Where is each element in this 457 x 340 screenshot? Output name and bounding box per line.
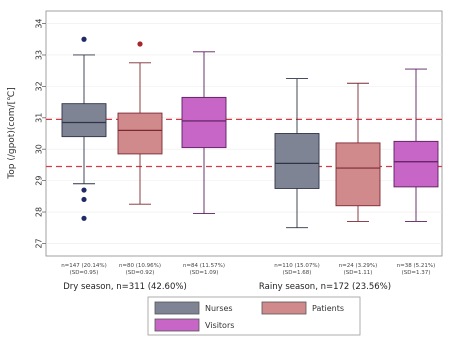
- legend-swatch: [154, 318, 200, 332]
- box-body: [61, 103, 107, 138]
- box-n-label: n=38 (5.21%): [397, 263, 436, 269]
- box-n-label: n=147 (20.14%): [61, 263, 107, 269]
- y-tick-label: 34: [35, 18, 44, 28]
- box-nurses-rainy-season: [274, 78, 320, 229]
- legend-item-patients: Patients: [261, 301, 344, 315]
- box-n-label: n=110 (15.07%): [274, 263, 320, 269]
- y-tick-label: 28: [35, 207, 44, 217]
- box-n-label: n=24 (3.29%): [339, 263, 378, 269]
- box-sd-label: (SD=0.95): [70, 270, 99, 276]
- box-n-label: n=84 (11.57%): [183, 263, 225, 269]
- box-n-label: n=80 (10.96%): [119, 263, 161, 269]
- y-tick-label: 33: [35, 50, 44, 60]
- box-body: [117, 112, 163, 155]
- box-patients-dry-season: [117, 41, 163, 205]
- box-body: [274, 133, 320, 189]
- box-sd-label: (SD=0.92): [126, 270, 155, 276]
- box-body: [181, 96, 227, 149]
- box-sd-label: (SD=1.68): [283, 270, 312, 276]
- y-tick-label: 30: [35, 144, 44, 154]
- outlier-point: [81, 215, 87, 221]
- plot-area: [45, 10, 443, 257]
- y-tick-label: 31: [35, 113, 44, 123]
- season-label: Rainy season, n=172 (23.56%): [259, 282, 391, 292]
- box-visitors-rainy-season: [393, 68, 439, 222]
- outlier-point: [81, 196, 87, 203]
- legend-label: Visitors: [205, 321, 234, 330]
- outlier-point: [137, 41, 143, 47]
- box-sd-label: (SD=1.37): [402, 270, 431, 276]
- y-tick-label: 29: [35, 176, 44, 186]
- box-body: [335, 142, 381, 207]
- box-sd-label: (SD=1.09): [190, 270, 219, 276]
- y-axis-label: Top (/gpot)(com/[℃]: [7, 87, 17, 179]
- box-sd-label: (SD=1.11): [344, 270, 373, 276]
- legend-swatch: [154, 301, 200, 315]
- box-nurses-dry-season: [61, 36, 107, 221]
- legend-label: Patients: [312, 304, 344, 313]
- outlier-point: [81, 187, 87, 193]
- legend-item-nurses: Nurses: [154, 301, 233, 315]
- box-body: [393, 140, 439, 188]
- legend-item-visitors: Visitors: [154, 318, 234, 332]
- legend-label: Nurses: [205, 304, 233, 313]
- y-tick-label: 32: [35, 81, 44, 91]
- box-patients-rainy-season: [335, 82, 381, 222]
- outlier-point: [81, 36, 87, 42]
- box-visitors-dry-season: [181, 51, 227, 215]
- y-tick-label: 27: [35, 238, 44, 248]
- legend-swatch: [261, 301, 307, 315]
- season-label: Dry season, n=311 (42.60%): [63, 282, 187, 292]
